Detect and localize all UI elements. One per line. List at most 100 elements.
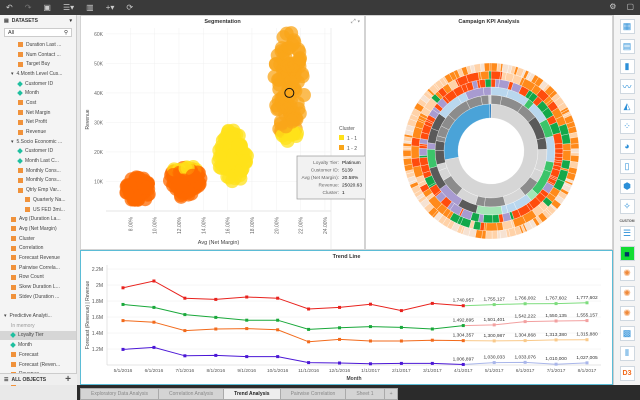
dimension-icon (17, 90, 23, 97)
sheet-tab[interactable]: + (383, 388, 399, 400)
sidebar-item[interactable]: Month Last C... (0, 156, 76, 166)
sidebar-item-label: Pairwise Correla... (19, 264, 60, 271)
sidebar-item[interactable]: Avg (Net Margin) (0, 224, 76, 234)
radial-icon[interactable]: ✺ (619, 286, 635, 301)
list-icon[interactable]: ☰ (619, 226, 635, 241)
sidebar-item[interactable]: Customer ID (0, 147, 76, 157)
bar-chart-icon[interactable]: ▮ (619, 58, 635, 74)
sidebar-item[interactable]: Forecast Revenue (0, 253, 76, 263)
network-icon[interactable]: ✧ (619, 198, 635, 214)
save-icon[interactable]: ▣ (43, 3, 51, 12)
data-point (523, 302, 527, 306)
sidebar-item[interactable]: US FED 3mi... (0, 205, 76, 215)
sidebar-item[interactable]: Cost (0, 98, 76, 108)
add-object-button[interactable]: + (65, 374, 71, 385)
dataset-group[interactable]: ▾ 5.Socio Economic ... (0, 137, 76, 147)
sidebar-item[interactable]: Cluster (0, 234, 76, 244)
data-label: 1,300,987 (484, 333, 506, 339)
redo-icon[interactable]: ↷ (24, 3, 32, 12)
presentation-icon[interactable]: ▢ (626, 2, 634, 11)
sidebar-item[interactable]: Stdev (Duration ... (0, 292, 76, 302)
expand-icon[interactable]: ⤢ ▾ (351, 19, 360, 25)
data-point (523, 339, 527, 343)
sunburst-icon[interactable]: ✺ (619, 266, 635, 281)
sidebar-item[interactable]: Month (0, 88, 76, 98)
formula-icon (11, 274, 16, 280)
database-icon: ▤ (4, 18, 9, 24)
sidebar-item[interactable]: Skew Duration L... (0, 282, 76, 292)
sidebar-item[interactable]: Correlation (0, 243, 76, 253)
x-tick-label: 22.00% (299, 216, 305, 234)
x-tick-label: 10/1/2016 (267, 368, 289, 374)
parallel-icon[interactable]: ⦀ (619, 346, 635, 361)
sunburst-segment (545, 135, 556, 163)
data-label: 1,006,897 (453, 356, 475, 362)
sidebar-item[interactable]: Customer ID (0, 79, 76, 89)
data-point (338, 361, 342, 365)
all-objects-footer[interactable]: ☰ ALL OBJECTS + (0, 373, 77, 385)
data-point (245, 327, 249, 331)
sidebar-item[interactable]: Avg (Duration La... (0, 214, 76, 224)
sidebar-item[interactable]: Qtrly Emp Var... (0, 185, 76, 195)
donut-icon[interactable]: ✺ (619, 306, 635, 321)
data-point (338, 326, 342, 330)
dataset-group[interactable]: ▾ Predictive Analyti... (0, 311, 76, 321)
add-icon[interactable]: +▾ (105, 3, 115, 12)
crosstab-icon[interactable]: ▤ (619, 38, 635, 54)
table-icon[interactable]: ▦ (619, 18, 635, 34)
line-chart-icon[interactable]: 〰 (619, 78, 635, 94)
heatmap-icon[interactable]: ■ (619, 246, 635, 261)
sunburst-segment (562, 150, 572, 162)
sidebar-item[interactable]: Forecast (0, 350, 76, 360)
sheet-tab[interactable]: Trend Analysis (223, 388, 281, 400)
sheet-tab[interactable]: Exploratory Data Analysis (80, 388, 159, 400)
datasets-header: DATASETS (11, 18, 38, 24)
sidebar-item[interactable]: Net Margin (0, 108, 76, 118)
sidebar-item[interactable]: Quarterly Na... (0, 195, 76, 205)
scatter-point (222, 170, 237, 185)
map-icon[interactable]: ⬢ (619, 178, 635, 194)
sidebar-item[interactable]: Target Buy (0, 59, 76, 69)
sidebar-item[interactable]: Revenue (0, 127, 76, 137)
sidebar-item-label: Cluster (19, 235, 35, 242)
scatter-icon[interactable]: ⁘ (619, 118, 635, 134)
legend-title: Cluster (339, 126, 355, 132)
sunburst-segment (419, 156, 429, 167)
search-icon[interactable]: ⚲ (63, 29, 68, 36)
dataset-group[interactable]: ▾ 4.Month Level Cus... (0, 69, 76, 79)
measure-icon (18, 110, 23, 116)
sidebar-item[interactable]: Forecast (Reven... (0, 360, 76, 370)
sheet-tab[interactable]: Sheet 1 (345, 388, 385, 400)
sidebar-item[interactable]: Duration Last ... (0, 40, 76, 50)
sunburst-segment (484, 196, 506, 208)
combo-chart-icon[interactable]: ▯ (619, 158, 635, 174)
chart-add-icon[interactable]: ▥ (86, 3, 94, 12)
dataset-filter-select[interactable]: All ⚲ (4, 28, 72, 37)
expand-arrow-icon: ▾ (4, 313, 7, 320)
undo-icon[interactable]: ↶ (6, 3, 13, 12)
sidebar-item[interactable]: Monthly Cons... (0, 166, 76, 176)
sheet-tab[interactable]: Correlation Analysis (157, 388, 225, 400)
sidebar-item[interactable]: Net Profit (0, 118, 76, 128)
sidebar-item[interactable]: Num Contact ... (0, 50, 76, 60)
d3-icon[interactable]: D3 (619, 366, 635, 381)
sidebar-item[interactable]: Monthly Cons... (0, 176, 76, 186)
sidebar-item[interactable]: Row Count (0, 273, 76, 283)
tooltip-key: Cluster: (322, 190, 339, 196)
expand-arrow-icon: ▾ (11, 70, 14, 77)
sidebar-item[interactable]: Pairwise Correla... (0, 263, 76, 273)
sidebar-item-label: Stdev (Duration ... (19, 293, 60, 300)
scatter-point (214, 160, 229, 175)
treemap-icon[interactable]: ▩ (619, 326, 635, 341)
pie-chart-icon[interactable]: ◕ (619, 138, 635, 154)
sidebar-item[interactable]: Loyalty Tier (0, 330, 76, 341)
area-chart-icon[interactable]: ◭ (619, 98, 635, 114)
add-dataset-icon[interactable]: ☰▾ (62, 3, 75, 12)
refresh-icon[interactable]: ⟳ (126, 3, 134, 12)
x-axis-label: Avg (Net Margin) (198, 240, 240, 246)
sidebar-item[interactable]: Month (0, 340, 76, 350)
chevron-down-icon[interactable]: ▾ (69, 18, 72, 24)
sheet-tab[interactable]: Pairwise Correlation (279, 388, 347, 400)
settings-icon[interactable]: ⚙ (609, 2, 617, 11)
data-point (585, 361, 589, 365)
